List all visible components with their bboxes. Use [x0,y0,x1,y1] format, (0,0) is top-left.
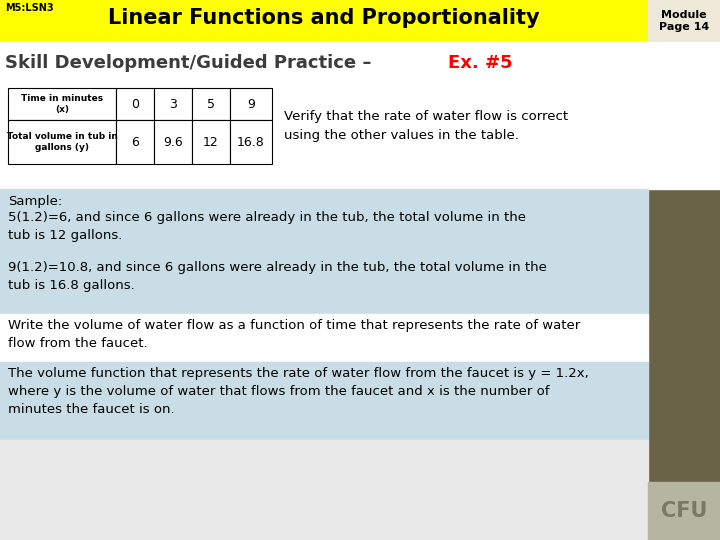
Text: 5: 5 [207,98,215,111]
Text: 16.8: 16.8 [237,136,265,148]
Text: M5:LSN3: M5:LSN3 [5,3,53,13]
Text: Write the volume of water flow as a function of time that represents the rate of: Write the volume of water flow as a func… [8,319,580,350]
Text: 6: 6 [131,136,139,148]
Text: CFU: CFU [661,501,707,521]
Text: Verify that the rate of water flow is correct
using the other values in the tabl: Verify that the rate of water flow is co… [284,110,568,142]
Text: Total volume in tub in
gallons (y): Total volume in tub in gallons (y) [6,132,117,152]
Bar [0,84,720,189]
Bar [230,88,272,120]
Bar [154,88,192,120]
Text: Time in minutes
(x): Time in minutes (x) [21,94,103,114]
Bar [116,88,154,120]
Bar [116,120,154,164]
Text: Ex. #5: Ex. #5 [448,54,513,72]
Bar [0,42,720,84]
Text: Module
Page 14: Module Page 14 [659,10,709,32]
Bar [8,120,116,164]
Bar [0,362,648,440]
Text: 3: 3 [169,98,177,111]
Text: Linear Functions and Proportionality: Linear Functions and Proportionality [108,8,540,28]
Text: 0: 0 [131,98,139,111]
Bar [648,0,720,42]
Bar [8,88,116,120]
Bar [0,189,648,314]
Bar [0,314,648,362]
Text: 5(1.2)=6, and since 6 gallons were already in the tub, the total volume in the
t: 5(1.2)=6, and since 6 gallons were alrea… [8,211,526,242]
Bar [192,120,230,164]
Bar [192,88,230,120]
Bar [0,440,648,540]
Text: 12: 12 [203,136,219,148]
Bar [648,42,720,540]
Bar [230,120,272,164]
Text: 9: 9 [247,98,255,111]
Bar [0,0,648,42]
Text: Skill Development/Guided Practice –: Skill Development/Guided Practice – [5,54,378,72]
Text: The volume function that represents the rate of water flow from the faucet is y : The volume function that represents the … [8,367,589,416]
Bar [648,482,720,540]
Text: Sample:: Sample: [8,195,62,208]
Text: 9.6: 9.6 [163,136,183,148]
Bar [154,120,192,164]
Text: 9(1.2)=10.8, and since 6 gallons were already in the tub, the total volume in th: 9(1.2)=10.8, and since 6 gallons were al… [8,261,547,292]
